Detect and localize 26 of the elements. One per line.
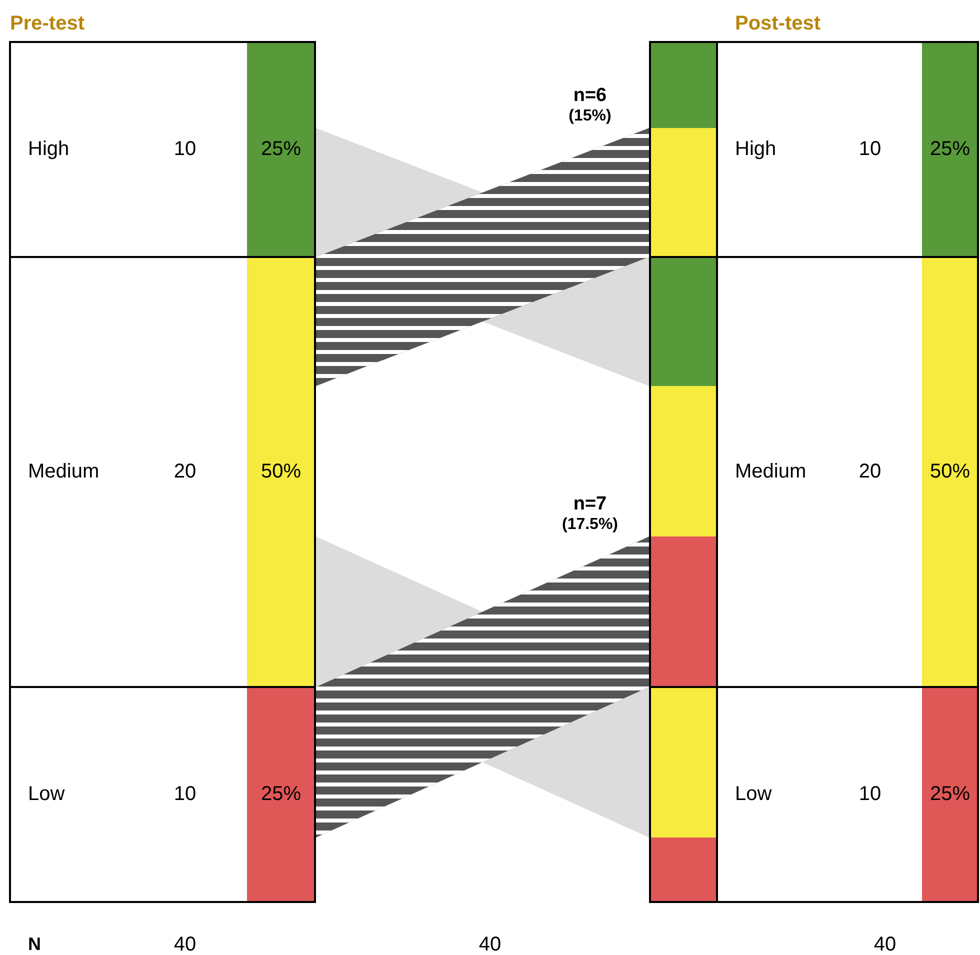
category-label: Medium [28,460,100,483]
text: Pre-test [10,12,85,35]
data-label: 50% [930,460,970,483]
text: 40 [174,934,196,955]
text: Post-test [735,12,821,35]
category-label: High [735,138,776,160]
data-label: 50% [260,460,302,483]
data-label: 10 [858,138,882,160]
data-label: 25% [930,138,970,160]
text: 40 [874,934,896,955]
category-label: High [28,138,70,160]
data-label: n=7 (17.5%) [562,494,618,533]
data-label: 20 [174,460,196,483]
data-label: 10 [174,783,196,806]
category-label: Low [735,783,772,806]
data-label: 25% [930,783,970,806]
data-label: 10 [174,138,196,160]
data-label: n=6 (15%) [568,85,612,124]
data-label: 10 [858,783,882,806]
category-label: Low [28,783,66,806]
text: N [28,934,41,954]
data-label: 20 [858,460,882,483]
category-label: Medium [735,460,806,483]
data-label: 25% [260,783,302,806]
data-label: 25% [260,138,302,160]
text: 40 [478,934,502,955]
